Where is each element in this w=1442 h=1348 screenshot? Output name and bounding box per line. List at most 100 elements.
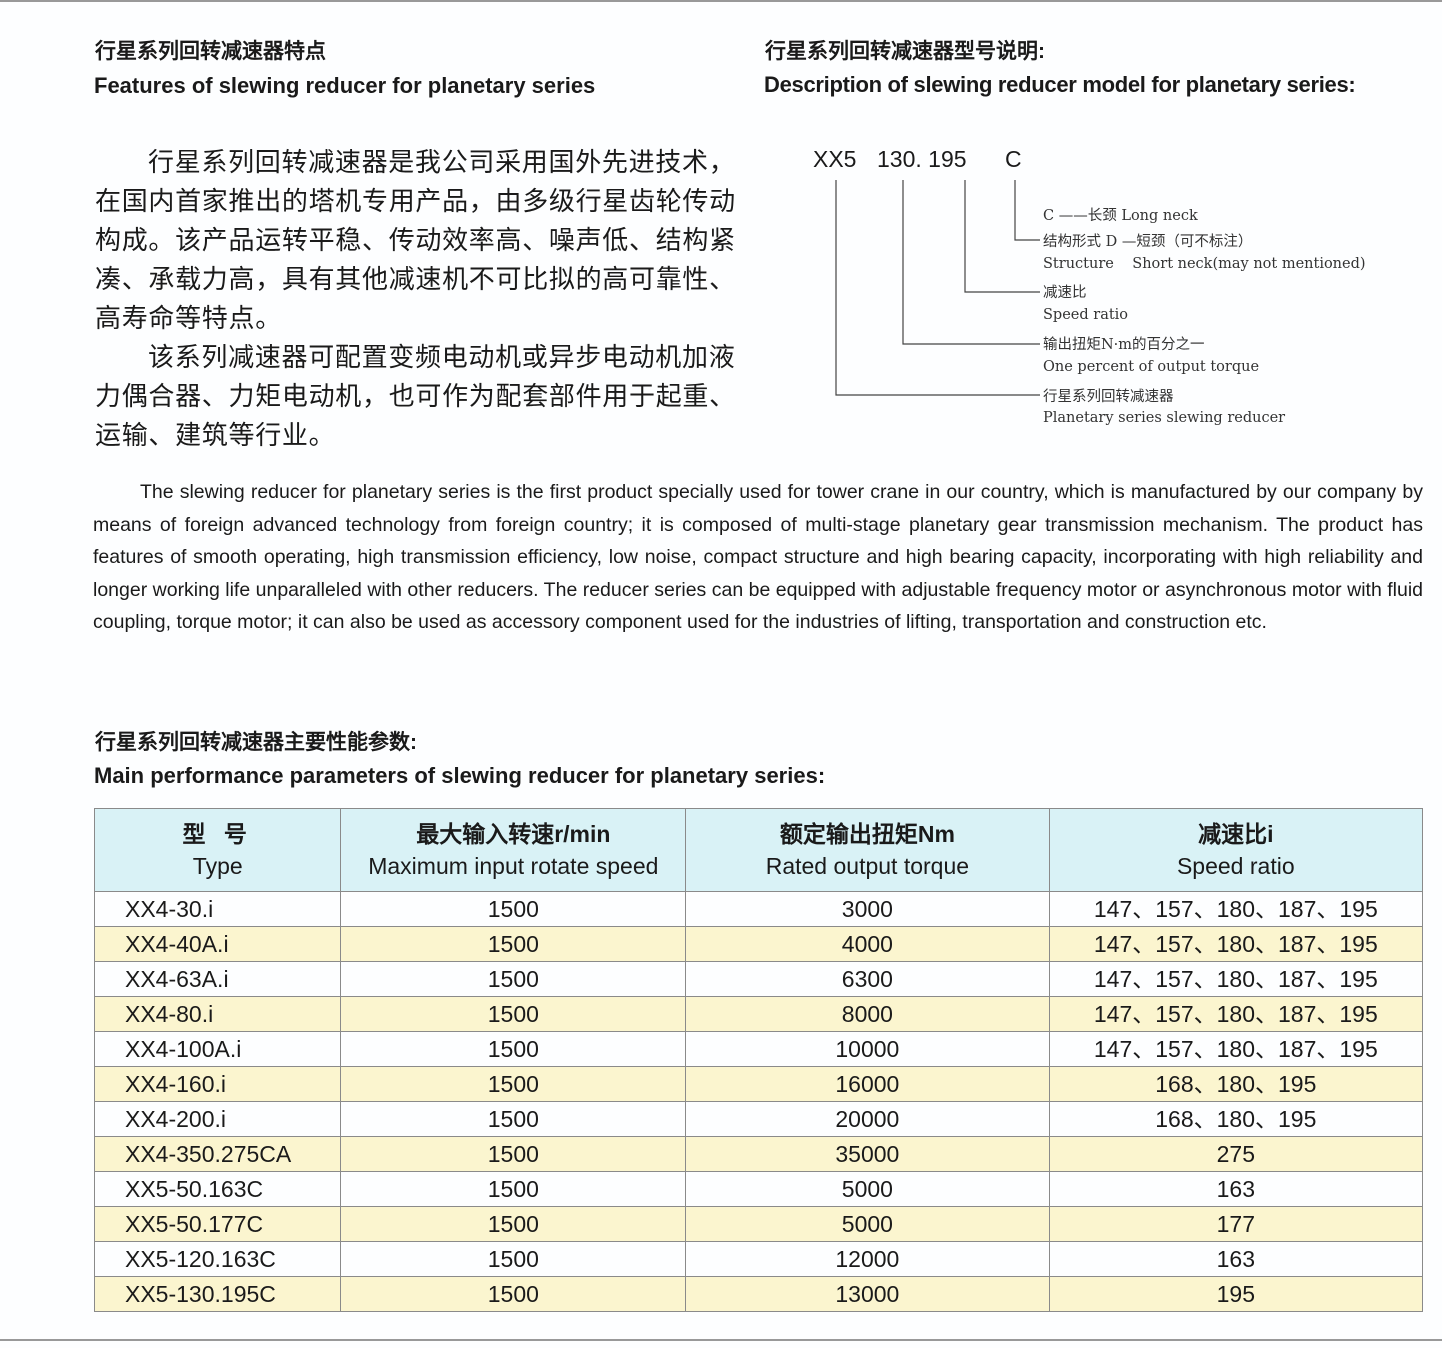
table-cell: XX4-30.i xyxy=(93,891,342,927)
model-diagram-lines xyxy=(835,180,1040,396)
table-cell: 12000 xyxy=(685,1241,1050,1277)
features-title-cn: 行星系列回转减速器特点 xyxy=(95,40,326,63)
table-cell: 5000 xyxy=(685,1171,1050,1207)
table-cell: 1500 xyxy=(340,1241,687,1277)
table-cell: 147、157、180、187、195 xyxy=(1048,961,1424,997)
table-row: XX4-160.i 1500 16000 168、180、195 xyxy=(93,1066,1424,1102)
table-cell: XX5-50.177C xyxy=(93,1206,342,1242)
table-cell: XX4-80.i xyxy=(93,996,342,1032)
table-cell: XX5-120.163C xyxy=(93,1241,342,1277)
table-cell: XX4-100A.i xyxy=(93,1031,342,1067)
header-en: Type xyxy=(192,853,243,879)
table-row: XX5-50.177C 1500 5000 177 xyxy=(93,1206,1424,1242)
legend-line: Speed ratio xyxy=(1043,307,1129,324)
table-cell: 1500 xyxy=(340,891,687,927)
table-cell: 20000 xyxy=(685,1101,1050,1137)
table-cell: 1500 xyxy=(340,1206,687,1242)
model-title-cn: 行星系列回转减速器型号说明: xyxy=(765,40,1045,63)
code-part: XX5 xyxy=(813,146,857,172)
table-cell: 3000 xyxy=(685,891,1050,927)
legend-line: 行星系列回转减速器 xyxy=(1043,388,1174,405)
table-cell: XX4-200.i xyxy=(93,1101,342,1137)
table-title-en: Main performance parameters of slewing r… xyxy=(94,763,826,788)
features-paragraph: 行星系列回转减速器是我公司采用国外先进技术，在国内首家推出的塔机专用产品，由多级… xyxy=(95,147,736,333)
table-cell: XX4-40A.i xyxy=(93,926,342,962)
table-cell: 163 xyxy=(1048,1241,1424,1277)
table-cell: 1500 xyxy=(340,961,687,997)
features-title-en: Features of slewing reducer for planetar… xyxy=(94,73,596,98)
bracket xyxy=(1014,180,1040,241)
features-text: 行星系列回转减速器是我公司采用国外先进技术，在国内首家推出的塔机专用产品，由多级… xyxy=(95,143,745,455)
bracket xyxy=(964,180,1040,293)
table-cell: 1500 xyxy=(340,1101,687,1137)
table-cell: 16000 xyxy=(685,1066,1050,1102)
table-cell: 10000 xyxy=(685,1031,1050,1067)
table-cell: XX5-50.163C xyxy=(93,1171,342,1207)
table-cell: 6300 xyxy=(685,961,1050,997)
header-cn: 额定输出扭矩Nm xyxy=(779,821,955,847)
table-cell: 1500 xyxy=(340,1066,687,1102)
table-row: XX5-130.195C 1500 13000 195 xyxy=(93,1276,1424,1312)
table-row: XX4-350.275CA 1500 35000 275 xyxy=(93,1136,1424,1172)
table-cell: 177 xyxy=(1048,1206,1424,1242)
bracket xyxy=(835,180,1040,396)
table-cell: 1500 xyxy=(340,1171,687,1207)
model-title-en: Description of slewing reducer model for… xyxy=(764,72,1356,97)
table-cell: 163 xyxy=(1048,1171,1424,1207)
table-cell: XX4-63A.i xyxy=(93,961,342,997)
header-en: Rated output torque xyxy=(765,853,970,879)
legend-line: 减速比 xyxy=(1043,285,1087,302)
table-cell: 275 xyxy=(1048,1136,1424,1172)
code-part: 130. 195 xyxy=(877,146,967,172)
table-row: XX5-120.163C 1500 12000 163 xyxy=(93,1241,1424,1277)
table-cell: 195 xyxy=(1048,1276,1424,1312)
table-cell: 147、157、180、187、195 xyxy=(1048,891,1424,927)
table-cell: 1500 xyxy=(340,1276,687,1312)
table-cell: 1500 xyxy=(340,926,687,962)
table-cell: XX5-130.195C xyxy=(93,1276,342,1312)
code-part: C xyxy=(1005,146,1022,172)
bracket xyxy=(902,180,1040,345)
table-title-cn: 行星系列回转减速器主要性能参数: xyxy=(95,731,417,754)
header-cn: 减速比i xyxy=(1198,821,1274,847)
table-cell: 1500 xyxy=(340,1136,687,1172)
header-cell: 额定输出扭矩Nm Rated output torque xyxy=(685,808,1050,892)
table-cell: 35000 xyxy=(685,1136,1050,1172)
table-row: XX4-80.i 1500 8000 147、157、180、187、195 xyxy=(93,996,1424,1032)
table-cell: 1500 xyxy=(340,996,687,1032)
table-cell: 8000 xyxy=(685,996,1050,1032)
header-cell: 减速比i Speed ratio xyxy=(1048,808,1424,892)
header-cell: 型 号 Type xyxy=(93,808,342,892)
table-row: XX4-200.i 1500 20000 168、180、195 xyxy=(93,1101,1424,1137)
legend-line: C ——长颈 Long neck xyxy=(1043,208,1198,224)
table-row: XX4-30.i 1500 3000 147、157、180、187、195 xyxy=(93,891,1424,927)
top-rule xyxy=(0,0,1442,2)
table-cell: 147、157、180、187、195 xyxy=(1048,926,1424,962)
legend-line: Structure Short neck(may not mentioned) xyxy=(1043,255,1366,272)
features-paragraph: 该系列减速器可配置变频电动机或异步电动机加液力偶合器、力矩电动机，也可作为配套部… xyxy=(95,342,736,450)
parameter-table: 型 号 Type 最大输入转速r/min Maximum input rotate s… xyxy=(93,808,1424,1312)
table-row: XX4-40A.i 1500 4000 147、157、180、187、195 xyxy=(93,926,1424,962)
legend-line: One percent of output torque xyxy=(1043,358,1260,375)
header-cell: 最大输入转速r/min Maximum input rotate speed xyxy=(340,808,687,892)
table-cell: XX4-350.275CA xyxy=(93,1136,342,1172)
bottom-rule xyxy=(0,1339,1442,1341)
legend-line: Planetary series slewing reducer xyxy=(1043,410,1286,427)
description-en: The slewing reducer for planetary series… xyxy=(93,481,1423,634)
table-row: XX5-50.163C 1500 5000 163 xyxy=(93,1171,1424,1207)
table-row: XX4-100A.i 1500 10000 147、157、180、187、195 xyxy=(93,1031,1424,1067)
table-cell: 168、180、195 xyxy=(1048,1066,1424,1102)
header-cn: 型 号 xyxy=(182,821,253,847)
table-cell: 147、157、180、187、195 xyxy=(1048,1031,1424,1067)
header-en: Speed ratio xyxy=(1176,853,1295,879)
table-cell: 5000 xyxy=(685,1206,1050,1242)
header-cn: 最大输入转速r/min xyxy=(416,821,611,847)
table-cell: 168、180、195 xyxy=(1048,1101,1424,1137)
header-row: 型 号 Type 最大输入转速r/min Maximum input rotate s… xyxy=(93,808,1424,892)
model-legend: C ——长颈 Long neck 结构形式 D —短颈（可不标注） Structur… xyxy=(1043,204,1366,436)
legend-line: 结构形式 D —短颈（可不标注） xyxy=(1043,233,1253,250)
header-en: Maximum input rotate speed xyxy=(368,853,659,879)
legend-line: 输出扭矩N·m的百分之一 xyxy=(1043,336,1205,353)
table-cell: 4000 xyxy=(685,926,1050,962)
table-row: XX4-63A.i 1500 6300 147、157、180、187、195 xyxy=(93,961,1424,997)
